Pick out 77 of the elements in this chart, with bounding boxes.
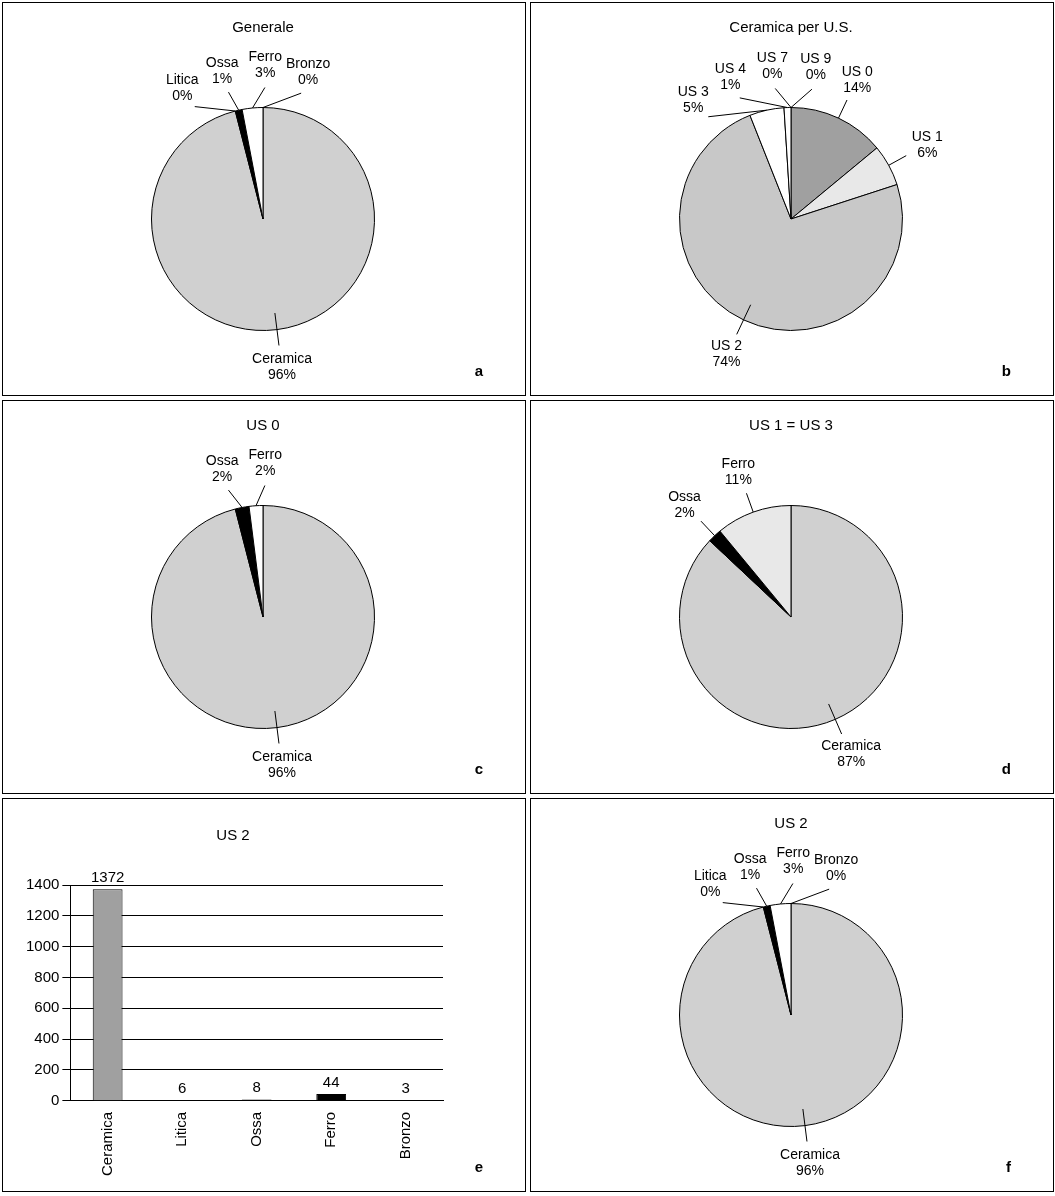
data-label: 96% (795, 1162, 824, 1179)
chart-title: US 2 (216, 826, 250, 844)
text: b (1001, 361, 1011, 379)
y-tick-label: 400 (34, 1029, 60, 1047)
slice-label: US 2 (710, 337, 743, 354)
data-label: 2% (674, 503, 695, 520)
y-tick-label: 1400 (25, 875, 60, 893)
slice-label: US 0 (841, 62, 873, 79)
slice-label: Ferro (248, 446, 283, 463)
data-label: 14% (843, 78, 872, 95)
bar (316, 1094, 347, 1101)
slice-label: Ferro (721, 455, 756, 472)
slice-label: Ossa (733, 849, 767, 866)
data-label: 1372 (90, 867, 125, 885)
data-label: 3% (783, 860, 804, 877)
slice-label: Ossa (205, 53, 239, 70)
chart-title: Generale (232, 18, 294, 36)
y-tick-label: 0 (51, 1090, 60, 1108)
text: f (1006, 1157, 1012, 1175)
slice-label: Ceramica (252, 748, 313, 765)
data-label: 8 (252, 1078, 261, 1096)
x-tick-label: Ferro (321, 1111, 339, 1148)
x-tick-label: Litica (172, 1111, 190, 1147)
data-label: 6% (917, 143, 938, 160)
slice-label: Ossa (668, 487, 702, 504)
y-tick-label: 800 (34, 967, 60, 985)
data-label: 44 (322, 1072, 340, 1090)
y-tick-label: 1000 (25, 936, 60, 954)
chart-title: US 1 = US 3 (749, 416, 833, 434)
data-label: 96% (267, 764, 296, 781)
data-label: 1% (740, 865, 761, 882)
slice-label: Ferro (776, 844, 811, 861)
data-label: 1% (720, 76, 741, 93)
data-label: 2% (255, 462, 276, 479)
category-label: Litica (165, 70, 199, 87)
text: d (1001, 759, 1011, 777)
data-label: 1% (212, 69, 233, 86)
data-label: 3% (255, 64, 276, 81)
data-label: 11% (724, 471, 752, 488)
slice-label: US 3 (677, 82, 709, 99)
slice-label: Ceramica (252, 350, 313, 367)
data-label: 87% (837, 753, 866, 770)
text: a (474, 361, 484, 379)
slice-label: Ceramica (821, 737, 882, 754)
text: c (474, 759, 483, 777)
text: 0% (700, 882, 721, 899)
x-tick-label: Bronzo (395, 1111, 413, 1160)
category-label: Litica (693, 866, 727, 883)
data-label: 3 (401, 1079, 410, 1096)
slice-label: Ceramica (780, 1146, 841, 1163)
data-label: 74% (712, 353, 741, 370)
x-tick-label: Ossa (246, 1111, 264, 1147)
text: e (474, 1157, 483, 1175)
data-label: 6 (177, 1078, 187, 1096)
y-tick-label: 1200 (25, 905, 60, 923)
category-label: US 9 (800, 50, 832, 67)
data-label: 2% (212, 467, 233, 484)
y-tick-label: 200 (34, 1060, 60, 1078)
slice-label: US 4 (714, 60, 747, 77)
category-label: US 7 (756, 49, 788, 66)
chart-title: US 0 (246, 416, 280, 434)
data-label: 5% (683, 98, 704, 115)
text: 0% (805, 66, 826, 83)
y-tick-label: 600 (34, 998, 60, 1016)
slice-label: Ossa (205, 451, 239, 468)
data-label: 96% (267, 366, 296, 383)
text: 0% (825, 866, 847, 883)
text: 0% (762, 65, 783, 82)
category-label: Bronzo (285, 54, 331, 71)
x-tick-label: Ceramica (97, 1111, 115, 1177)
slice-label: US 1 (911, 127, 944, 144)
category-label: Bronzo (813, 850, 859, 867)
text: 0% (297, 70, 319, 87)
chart-title: US 2 (774, 814, 808, 832)
chart-title: Ceramica per U.S. (729, 18, 853, 36)
slice-label: Ferro (248, 48, 283, 65)
text: 0% (172, 86, 193, 103)
